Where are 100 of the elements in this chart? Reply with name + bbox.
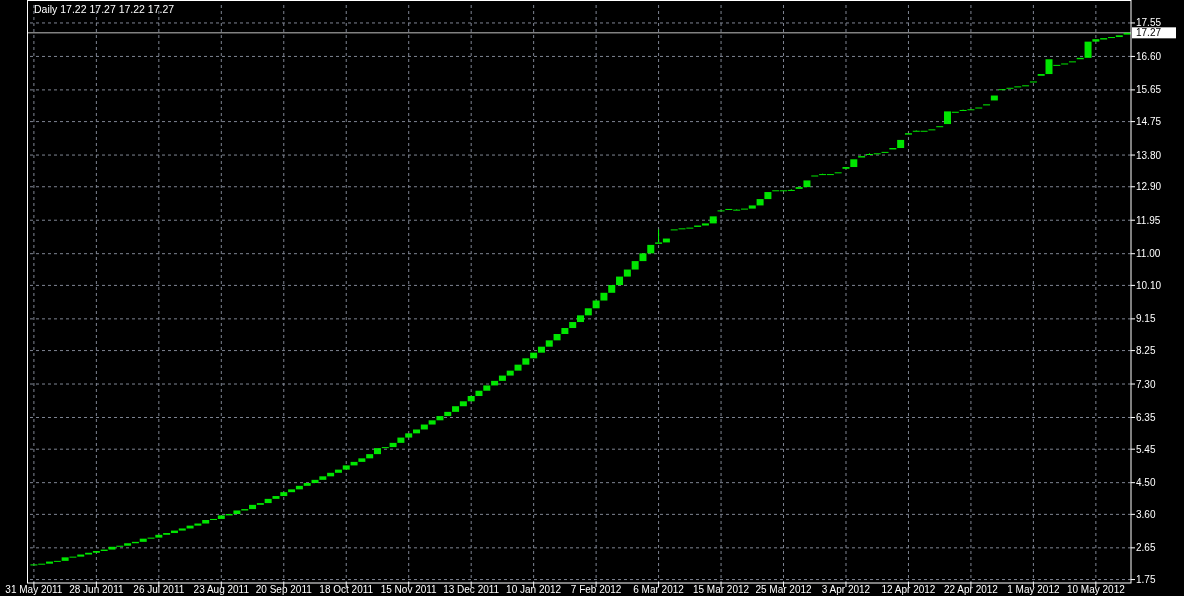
- candlestick: [319, 476, 327, 480]
- y-tick-label: 11.95: [1136, 214, 1161, 226]
- candlestick: [530, 352, 538, 359]
- candlestick: [1123, 32, 1131, 35]
- candlestick: [264, 498, 272, 504]
- candlestick: [1115, 35, 1123, 38]
- candlestick: [616, 276, 624, 286]
- y-tick-label: 5.45: [1136, 443, 1156, 455]
- candlestick: [608, 285, 616, 293]
- candlestick: [514, 364, 522, 371]
- y-tick-label: 8.25: [1136, 345, 1156, 357]
- candlestick: [444, 411, 452, 417]
- y-tick-label: 10.10: [1136, 279, 1162, 291]
- candlestick: [483, 385, 491, 391]
- candlestick: [124, 543, 132, 546]
- candlestick: [561, 328, 569, 335]
- candlestick: [280, 492, 288, 497]
- candlestick: [639, 253, 647, 262]
- candlestick: [701, 223, 709, 226]
- candlestick: [194, 523, 202, 526]
- x-tick-label: 13 Dec 2011: [443, 584, 500, 595]
- candlestick: [452, 406, 460, 412]
- candlestick: [467, 396, 475, 402]
- candlestick: [897, 139, 905, 149]
- candlestick: [577, 315, 584, 323]
- candlestick: [709, 216, 717, 224]
- x-tick-label: 10 May 2012: [1066, 584, 1126, 595]
- candlestick: [77, 554, 85, 557]
- candlestick: [655, 228, 663, 244]
- candlestick: [233, 510, 241, 515]
- ref-line-label: 17.27: [1136, 27, 1162, 39]
- x-tick-label: 12 Apr 2012: [881, 584, 936, 595]
- x-tick-label: 7 Feb 2012: [570, 584, 622, 595]
- y-tick-label: 13.80: [1136, 149, 1162, 161]
- candlestick: [537, 346, 545, 353]
- candlestick: [366, 454, 374, 459]
- candlestick: [756, 199, 764, 206]
- candlestick: [249, 504, 257, 510]
- x-tick-label: 6 Mar 2012: [633, 584, 685, 595]
- candlestick: [389, 442, 397, 448]
- candlestick: [569, 322, 577, 329]
- x-tick-label: 15 Mar 2012: [692, 584, 750, 595]
- candlestick: [584, 308, 592, 316]
- candlestick: [342, 465, 350, 470]
- chart-title: Daily 17.22 17.27 17.22 17.27: [34, 3, 175, 15]
- candlestick: [217, 515, 225, 519]
- x-tick-label: 10 Jan 2012: [506, 584, 562, 595]
- x-tick-label: 25 Mar 2012: [755, 584, 813, 595]
- candlestick: [545, 340, 553, 347]
- candlestick: [1084, 41, 1092, 58]
- candlestick: [46, 561, 54, 564]
- candlestick: [850, 159, 858, 168]
- candlestick: [436, 416, 444, 421]
- candlestick: [202, 520, 210, 524]
- candlestick: [413, 429, 421, 434]
- candlestick: [600, 292, 608, 301]
- candlestick: [311, 479, 319, 484]
- candlestick: [373, 448, 381, 455]
- candlestick: [178, 528, 186, 531]
- y-tick-label: 2.65: [1136, 542, 1156, 554]
- candlestick: [623, 269, 631, 277]
- candlestick: [358, 458, 366, 462]
- candlestick: [803, 180, 811, 188]
- candlestick: [139, 538, 147, 542]
- y-tick-label: 14.75: [1136, 116, 1162, 128]
- x-tick-label: 23 Aug 2011: [193, 584, 250, 595]
- x-tick-label: 26 Jul 2011: [133, 584, 185, 595]
- candlestick: [272, 496, 280, 499]
- y-tick-label: 7.30: [1136, 378, 1156, 390]
- y-tick-label: 12.90: [1136, 181, 1162, 193]
- candlestick: [522, 358, 530, 365]
- candlestick: [631, 261, 639, 270]
- candlestick: [108, 546, 116, 550]
- candlestick: [553, 334, 561, 341]
- candlestick: [428, 420, 436, 425]
- x-tick-label: 18 Oct 2011: [319, 584, 374, 595]
- x-tick-label: 31 May 2011: [5, 584, 63, 595]
- y-tick-label: 15.65: [1136, 84, 1162, 96]
- y-tick-label: 16.60: [1136, 50, 1162, 62]
- y-tick-label: 11.00: [1136, 248, 1161, 260]
- candlestick: [498, 375, 506, 381]
- candlestick: [459, 401, 467, 407]
- candlestick: [647, 244, 655, 254]
- candlestick: [764, 192, 772, 200]
- x-tick-label: 28 Jun 2011: [69, 584, 124, 595]
- candlestick: [155, 534, 163, 538]
- candlestick: [303, 483, 311, 486]
- candlestick: [475, 390, 483, 397]
- candlestick: [748, 205, 756, 209]
- candlestick: [405, 433, 413, 438]
- x-tick-label: 15 Nov 2011: [380, 584, 438, 595]
- candlestick: [592, 300, 600, 309]
- y-tick-label: 4.50: [1136, 477, 1156, 489]
- x-tick-label: 3 Apr 2012: [821, 584, 871, 595]
- y-tick-label: 9.15: [1136, 313, 1156, 325]
- y-tick-label: 1.75: [1136, 574, 1156, 586]
- candlestick: [506, 370, 514, 376]
- candlestick: [85, 552, 93, 555]
- x-tick-label: 20 Sep 2011: [255, 584, 313, 595]
- candlestick: [288, 489, 296, 493]
